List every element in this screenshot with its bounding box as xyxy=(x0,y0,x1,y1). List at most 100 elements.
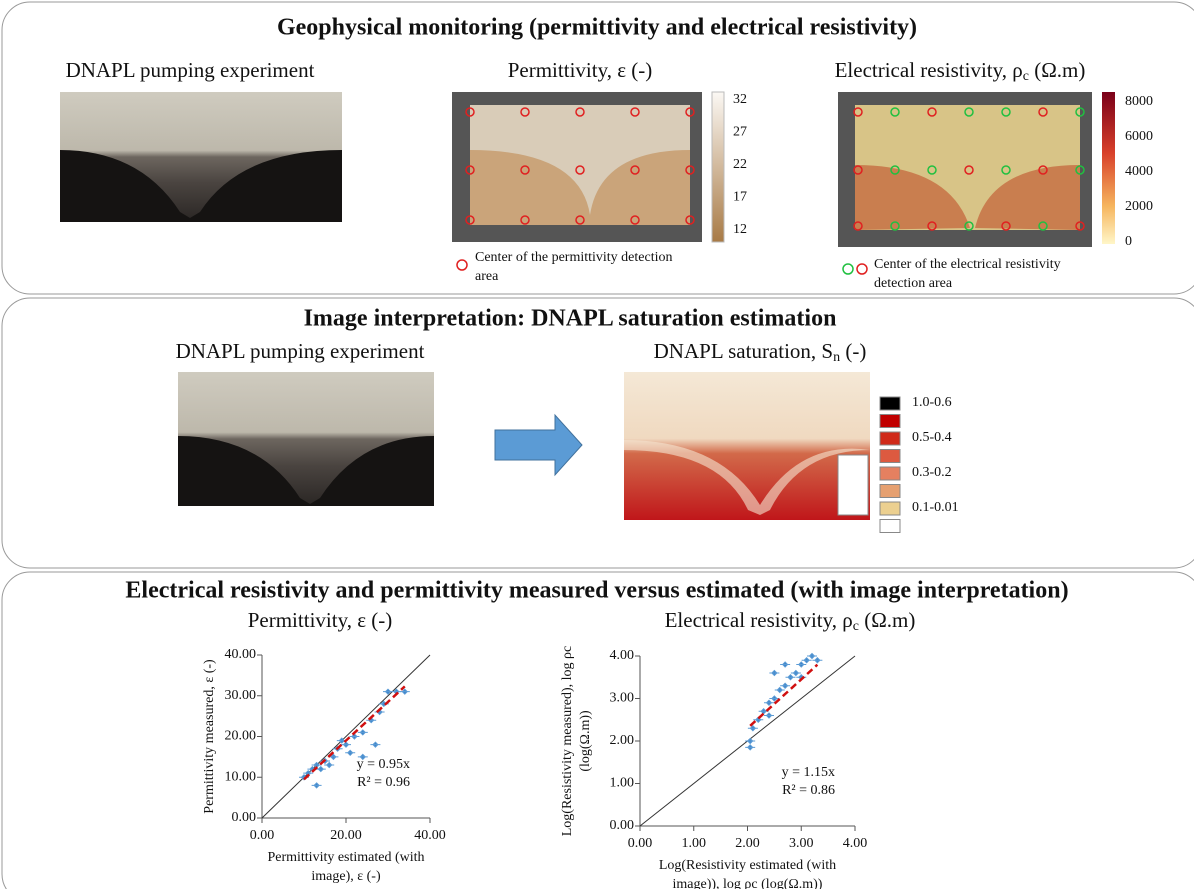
arrow xyxy=(494,413,583,477)
y-tick-label: 30.00 xyxy=(225,688,257,703)
legend-swatch xyxy=(879,414,901,428)
y-tick-label: 1.00 xyxy=(610,776,635,791)
colorbar-label: 2000 xyxy=(1125,199,1153,214)
data-point xyxy=(383,688,393,695)
panel-title: Electrical resistivity and permittivity … xyxy=(125,578,1068,604)
legend-swatch xyxy=(879,501,901,516)
legend-text: area xyxy=(475,269,499,284)
y-tick-label: 0.00 xyxy=(610,818,635,833)
data-point xyxy=(399,688,410,695)
data-point xyxy=(764,712,774,719)
image-label: DNAPL saturation, Sn (-) xyxy=(654,339,867,365)
colorbar-label: 12 xyxy=(733,222,747,237)
data-point xyxy=(357,753,368,761)
data-point xyxy=(315,765,326,773)
image-label: DNAPL pumping experiment xyxy=(176,339,425,363)
colorbar-label: 27 xyxy=(733,125,747,140)
saturation-legend: 1.0-0.6 0.5-0.4 0.3-0.2 0.1-0.01 xyxy=(879,395,959,533)
fit-line xyxy=(303,685,406,781)
panel-frame xyxy=(1,297,1194,569)
x-tick-label: 2.00 xyxy=(735,836,760,851)
legend-swatch xyxy=(879,484,901,498)
legend-text: 0.1-0.01 xyxy=(912,500,959,515)
data-point xyxy=(324,761,335,769)
panel-title: Image interpretation: DNAPL saturation e… xyxy=(304,306,837,332)
data-point xyxy=(769,669,780,677)
permittivity-map xyxy=(452,91,725,243)
one-to-one-line xyxy=(261,654,431,819)
x-tick-label: 0.00 xyxy=(628,836,653,851)
x-axis-title: image)), log ρc (log(Ω.m)) xyxy=(673,877,823,889)
data-point xyxy=(796,661,807,668)
data-point xyxy=(790,669,801,677)
saturation-map xyxy=(624,372,870,520)
image-label: DNAPL pumping experiment xyxy=(66,58,315,82)
legend-swatch xyxy=(879,519,901,533)
legend-marker xyxy=(842,263,854,275)
experiment-photo xyxy=(60,92,342,222)
x-tick-label: 3.00 xyxy=(789,836,814,851)
legend-swatch xyxy=(879,396,901,411)
y-axis-title: Permittivity measured, ε (-) xyxy=(202,659,217,814)
colorbar-label: 22 xyxy=(733,157,747,172)
legend-text: detection area xyxy=(874,276,953,291)
y-tick-label: 40.00 xyxy=(225,647,257,662)
data-point xyxy=(745,744,756,751)
colorbar-label: 17 xyxy=(733,190,747,205)
colorbar-label: 4000 xyxy=(1125,164,1153,179)
legend-swatch xyxy=(879,431,901,446)
y-tick-label: 20.00 xyxy=(225,729,257,744)
legend-text: Center of the permittivity detection xyxy=(475,250,673,265)
y-tick-label: 4.00 xyxy=(610,648,635,663)
colorbar-label: 32 xyxy=(733,92,747,107)
data-point xyxy=(785,674,796,681)
data-point xyxy=(764,699,774,706)
y-tick-label: 10.00 xyxy=(225,769,257,784)
colorbar-label: 8000 xyxy=(1125,94,1153,109)
y-axis-title: (log(Ω.m)) xyxy=(578,710,593,772)
plot-title: Permittivity, ε (-) xyxy=(248,608,393,632)
colorbar-label: 6000 xyxy=(1125,129,1153,144)
legend-text: 0.5-0.4 xyxy=(912,430,952,445)
panel-frame xyxy=(1,571,1194,889)
fit-r2: R² = 0.96 xyxy=(357,775,410,790)
x-tick-label: 1.00 xyxy=(682,836,707,851)
legend-swatch xyxy=(879,449,901,463)
y-axis-title: Log(Resistivity measured), log ρc xyxy=(560,646,575,837)
data-point xyxy=(311,782,322,789)
data-point xyxy=(345,749,356,757)
data-point xyxy=(747,725,758,732)
data-point xyxy=(780,682,791,689)
fit-equation: y = 1.15x xyxy=(782,765,835,780)
data-point xyxy=(769,695,780,702)
data-point xyxy=(780,661,791,668)
plot-title: Electrical resistivity, ρc (Ω.m) xyxy=(665,608,916,634)
data-point xyxy=(341,741,351,748)
x-axis-title: Permittivity estimated (with xyxy=(267,850,424,865)
data-point xyxy=(753,716,764,723)
x-tick-label: 40.00 xyxy=(414,828,446,843)
y-tick-label: 3.00 xyxy=(610,691,635,706)
data-point xyxy=(357,729,368,736)
resistivity-map xyxy=(838,92,1115,247)
data-point xyxy=(349,733,360,740)
data-point xyxy=(812,657,823,664)
data-point xyxy=(807,652,817,660)
x-axis-title: Log(Resistivity estimated (with xyxy=(659,858,836,873)
x-tick-label: 20.00 xyxy=(330,828,362,843)
fit-r2: R² = 0.86 xyxy=(782,783,835,798)
colorbar-label: 0 xyxy=(1125,234,1132,249)
x-tick-label: 4.00 xyxy=(843,836,868,851)
legend-text: Center of the electrical resistivity xyxy=(874,257,1061,272)
image-label: Electrical resistivity, ρc (Ω.m) xyxy=(835,58,1086,84)
legend-marker xyxy=(856,263,868,275)
legend-text: 1.0-0.6 xyxy=(912,395,952,410)
fit-line xyxy=(749,663,819,727)
fit-equation: y = 0.95x xyxy=(357,757,410,772)
data-point xyxy=(745,737,756,745)
legend-marker xyxy=(456,259,468,271)
data-point xyxy=(370,741,381,748)
data-point xyxy=(801,657,812,664)
data-point xyxy=(774,686,785,694)
